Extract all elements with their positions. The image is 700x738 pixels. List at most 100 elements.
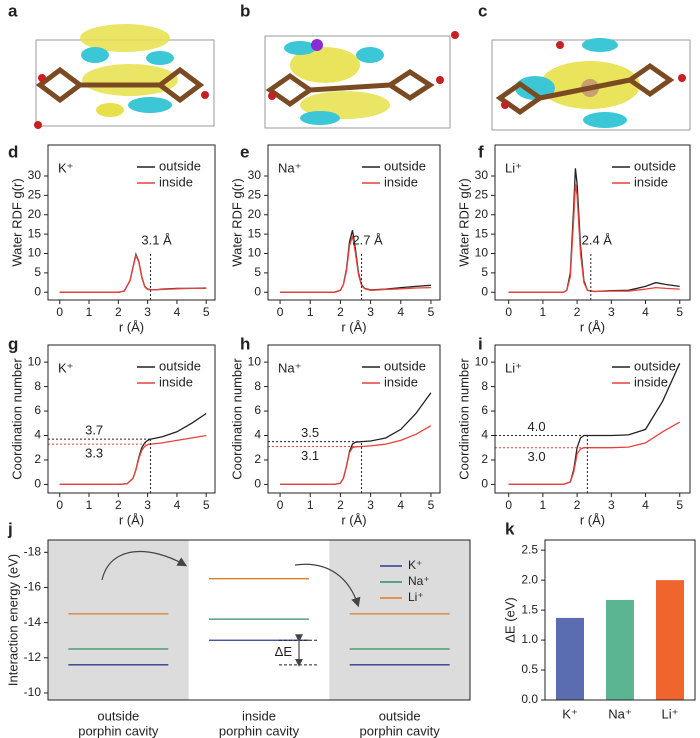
x-tick-label: 0 bbox=[277, 498, 284, 512]
x-tick-label: 1 bbox=[540, 498, 547, 512]
x-tick-label: 0 bbox=[56, 305, 63, 319]
x-category-label: inside bbox=[242, 708, 276, 723]
outside-region bbox=[48, 540, 189, 700]
y-tick-label: 0 bbox=[254, 284, 261, 298]
structure-image: a bbox=[8, 1, 215, 129]
y-axis-label: Water RDF g(r) bbox=[456, 178, 471, 266]
y-tick-label: 5 bbox=[34, 265, 41, 279]
plot-frame bbox=[47, 539, 471, 701]
plot-frame bbox=[267, 144, 441, 301]
cutoff-label: 2.7 Å bbox=[352, 233, 383, 248]
x-tick-label: 3 bbox=[608, 498, 615, 512]
y-tick-label: -12 bbox=[24, 650, 42, 664]
y-tick-label: 10 bbox=[475, 246, 489, 260]
y-tick-label: 1.0 bbox=[521, 632, 538, 646]
x-tick-label: 1 bbox=[86, 498, 93, 512]
ion-label: Li⁺ bbox=[505, 360, 522, 375]
plot-frame bbox=[544, 539, 696, 701]
level-label: 3.5 bbox=[301, 425, 319, 440]
level-label: 3.7 bbox=[85, 423, 103, 438]
panel-label: a bbox=[8, 1, 18, 20]
y-tick-label: 2 bbox=[481, 452, 488, 466]
series-line bbox=[280, 235, 431, 293]
panel-label: j bbox=[7, 519, 13, 538]
legend-label: outside bbox=[159, 358, 201, 373]
y-axis-label: Coordination number bbox=[456, 358, 471, 480]
bar bbox=[556, 617, 584, 700]
x-tick-label: 2 bbox=[337, 498, 344, 512]
series-line bbox=[59, 253, 207, 293]
legend-label: inside bbox=[634, 374, 668, 389]
x-tick-label: 2 bbox=[337, 305, 344, 319]
ion-label: Li⁺ bbox=[505, 160, 522, 175]
plot-frame bbox=[494, 344, 691, 494]
x-tick-label: 5 bbox=[676, 305, 683, 319]
y-tick-label: 8 bbox=[481, 379, 488, 393]
legend-label: inside bbox=[384, 374, 418, 389]
x-category-label: porphin cavity bbox=[360, 723, 441, 738]
x-tick-label: 1 bbox=[307, 498, 314, 512]
legend-label: inside bbox=[159, 174, 193, 189]
y-tick-label: 8 bbox=[254, 379, 261, 393]
series-line bbox=[59, 412, 207, 486]
x-axis-label: r (Å) bbox=[341, 319, 366, 334]
y-tick-label: 15 bbox=[475, 226, 489, 240]
level-label: 3.1 bbox=[301, 448, 319, 463]
y-tick-label: 0.5 bbox=[521, 662, 538, 676]
y-tick-label: -10 bbox=[24, 685, 42, 699]
structure-image: c bbox=[478, 1, 691, 131]
x-tick-label: 4 bbox=[174, 305, 181, 319]
y-tick-label: 6 bbox=[34, 403, 41, 417]
y-tick-label: 0.0 bbox=[521, 692, 538, 706]
ion-label: Na⁺ bbox=[278, 160, 301, 175]
panel-label: d bbox=[8, 142, 18, 161]
x-tick-label: 3 bbox=[608, 305, 615, 319]
y-tick-label: 10 bbox=[248, 354, 262, 368]
x-tick-label: 3 bbox=[144, 498, 151, 512]
y-tick-label: 30 bbox=[248, 168, 262, 182]
ion-label: K⁺ bbox=[58, 160, 74, 175]
series-line bbox=[508, 183, 680, 293]
x-tick-label: 0 bbox=[277, 305, 284, 319]
y-tick-label: 20 bbox=[28, 207, 42, 221]
y-axis-label: Water RDF g(r) bbox=[9, 178, 24, 266]
delta-label: ΔE bbox=[275, 644, 293, 659]
y-tick-label: 2.0 bbox=[521, 572, 538, 586]
legend-label: Li⁺ bbox=[408, 590, 424, 604]
plot-frame bbox=[47, 344, 216, 494]
x-axis-label: r (Å) bbox=[580, 319, 605, 334]
panel-label: i bbox=[478, 334, 483, 353]
x-tick-label: 1 bbox=[307, 305, 314, 319]
x-category-label: Li⁺ bbox=[662, 706, 679, 721]
legend-label: outside bbox=[159, 158, 201, 173]
series-line bbox=[59, 252, 207, 293]
y-axis-label: Interaction energy (eV) bbox=[5, 554, 20, 686]
y-tick-label: 4 bbox=[481, 428, 488, 442]
legend-label: inside bbox=[159, 374, 193, 389]
y-tick-label: 5 bbox=[481, 265, 488, 279]
structure-image: b bbox=[240, 1, 459, 129]
level-label: 3.3 bbox=[85, 446, 103, 461]
y-axis-label: Water RDF g(r) bbox=[229, 178, 244, 266]
x-tick-label: 1 bbox=[86, 305, 93, 319]
y-tick-label: 25 bbox=[248, 188, 262, 202]
ion-label: Na⁺ bbox=[278, 360, 301, 375]
x-tick-label: 2 bbox=[574, 498, 581, 512]
panel-label: c bbox=[478, 1, 487, 20]
x-tick-label: 2 bbox=[115, 305, 122, 319]
y-tick-label: 6 bbox=[254, 403, 261, 417]
arrow bbox=[101, 550, 188, 581]
y-tick-label: -16 bbox=[24, 580, 42, 594]
y-tick-label: 5 bbox=[254, 265, 261, 279]
panel-label: f bbox=[478, 142, 484, 161]
y-tick-label: 0 bbox=[34, 477, 41, 491]
y-tick-label: 20 bbox=[475, 207, 489, 221]
panel-label: b bbox=[240, 1, 250, 20]
panel-label: k bbox=[505, 519, 515, 538]
level-label: 3.0 bbox=[528, 449, 546, 464]
y-tick-label: 0 bbox=[481, 284, 488, 298]
x-axis-label: r (Å) bbox=[119, 512, 144, 527]
y-tick-label: 0 bbox=[481, 477, 488, 491]
x-tick-label: 5 bbox=[203, 498, 210, 512]
